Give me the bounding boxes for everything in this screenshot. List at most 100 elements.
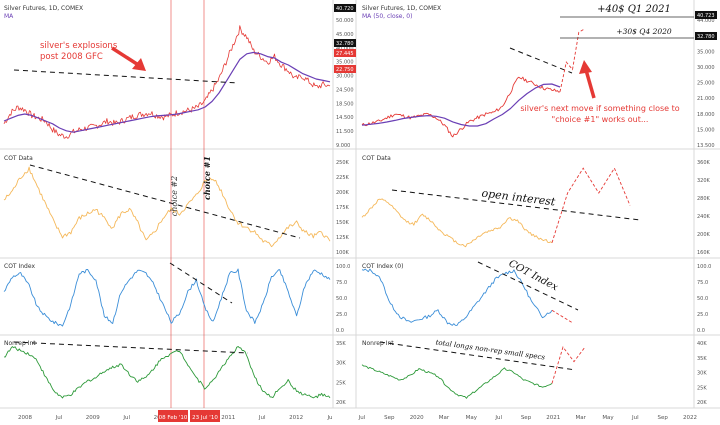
- left-price-xtick: 2012: [289, 415, 303, 421]
- right-cot-header: COT Data: [362, 155, 391, 162]
- left-price-price-badge: [334, 39, 356, 47]
- left-price-ytick: 35.000: [336, 60, 354, 66]
- right-cotindex-header: COT Index (0): [362, 263, 403, 270]
- right-cot-ytick: 240K: [697, 214, 711, 220]
- right-annotation-line2: "choice #1" works out...: [552, 115, 649, 124]
- right-nonrep-ytick: 20K: [697, 400, 707, 406]
- left-annotation-line1: silver's explosions: [40, 41, 118, 51]
- left-cotindex-header: COT Index: [4, 263, 35, 270]
- left-price-price-badge: [334, 49, 356, 57]
- right-nonrep-ytick: 40K: [697, 341, 707, 347]
- left-cot-series: [3, 166, 331, 248]
- left-price-ytick: 50.000: [336, 18, 354, 24]
- left-price-ytick: 11.500: [336, 129, 354, 135]
- left-price-xtick: Jul: [122, 415, 130, 421]
- right-price-xtick: Mar: [576, 415, 587, 421]
- right-price-price-label: 40.723: [697, 13, 715, 19]
- left-cot-index-ytick: 100.0: [336, 264, 350, 270]
- left-price-series-ma: [3, 51, 331, 133]
- right-price-series-ma: [361, 83, 561, 127]
- left-price-price-label: 22.750: [336, 67, 354, 73]
- right-price-xtick: 2021: [546, 415, 560, 421]
- right-price-xtick: Jul: [631, 415, 639, 421]
- left-cot-ytick: 150K: [336, 220, 350, 226]
- right-cot-index-ytick: 25.0: [697, 312, 708, 318]
- left-price-ytick: 9.000: [336, 143, 350, 149]
- right-price-xtick: Sep: [521, 415, 532, 421]
- right-cot-index-ytick: 50.0: [697, 296, 708, 302]
- right-price-ytick: 21.000: [697, 96, 715, 102]
- right-price-xtick: May: [602, 415, 614, 421]
- right-cot-index-ytick: 75.0: [697, 280, 708, 286]
- target-lines: [560, 16, 694, 39]
- right-price-xtick: 2020: [410, 415, 424, 421]
- left-price-ytick: 18.500: [336, 101, 354, 107]
- left-price-xtick: Ju: [326, 415, 332, 421]
- right-price-xtick: Jul: [494, 415, 502, 421]
- right-price-series: [361, 76, 561, 138]
- left-price-price-label: 27.445: [336, 51, 354, 57]
- left-price-xtick: 2011: [221, 415, 235, 421]
- date-marker-badge-2: [190, 410, 220, 422]
- target-q1-label: +40$ Q1 2021: [597, 4, 671, 15]
- right-cot-ytick: 200K: [697, 232, 711, 238]
- choice1-label: choice #1: [202, 156, 212, 200]
- axes-layer: 50.000 45.000 40.000 35.000 30.000 24.500 18.5…: [18, 4, 717, 421]
- right-cot-index-projection: [551, 309, 573, 323]
- right-price-projection: [559, 28, 586, 92]
- left-price-ytick: 45.000: [336, 32, 354, 38]
- left-price-header: Silver Futures, 1D, COMEX: [4, 5, 83, 12]
- left-cot-index-ytick: 50.0: [336, 296, 347, 302]
- left-price-ytick: 24.500: [336, 87, 354, 93]
- left-price-price-badge: [334, 4, 356, 12]
- date-marker-badge-1: [158, 410, 188, 422]
- right-cot-series: [361, 198, 553, 248]
- right-nonrep-header: Nonrep Int: [362, 340, 394, 347]
- right-price-xtick: Jul: [358, 415, 366, 421]
- series-layer: [3, 25, 561, 399]
- right-cot-index-ytick: 0.0: [697, 328, 705, 334]
- right-nonrep-ytick: 35K: [697, 356, 707, 362]
- left-cot-header: COT Data: [4, 155, 33, 162]
- right-price-ytick: 15.000: [697, 127, 715, 133]
- left-cot-ytick: 250K: [336, 160, 350, 166]
- left-price-xtick: Jul: [258, 415, 266, 421]
- date-markers: [170, 0, 205, 408]
- right-cot-projection: [551, 167, 631, 243]
- left-nonrep-series: [4, 346, 331, 399]
- right-price-xtick: Sep: [658, 415, 669, 421]
- projection-layer: [551, 28, 631, 384]
- right-cot-index-ytick: 100.0: [697, 264, 711, 270]
- right-nonrep-ytick: 30K: [697, 371, 707, 377]
- left-price-xtick: 2009: [86, 415, 100, 421]
- choice2-label: choice #2: [170, 176, 179, 217]
- right-cot-ytick: 160K: [697, 250, 711, 256]
- left-nonrep-ytick: 30K: [336, 361, 346, 367]
- left-price-ytick: 30.000: [336, 74, 354, 80]
- right-price-xtick: May: [466, 415, 478, 421]
- right-price-xtick: Sep: [384, 415, 395, 421]
- right-price-header: Silver Futures, 1D, COMEX: [362, 5, 441, 12]
- left-nonrep-header: Nonrep Int: [4, 340, 36, 347]
- left-nonrep-ytick: 25K: [336, 380, 346, 386]
- right-price-price-badge: [695, 32, 717, 40]
- left-cot-ytick: 125K: [336, 235, 350, 241]
- left-cot-index-ytick: 0.0: [336, 328, 344, 334]
- left-annotation-line2: post 2008 GFC: [40, 52, 103, 62]
- right-price-xtick: Mar: [439, 415, 450, 421]
- left-cot-index-ytick: 25.0: [336, 312, 347, 318]
- right-cot-ytick: 280K: [697, 196, 711, 202]
- right-nonrep-projection: [551, 346, 586, 384]
- left-cot-index-ytick: 75.0: [336, 280, 347, 286]
- right-ma-header: MA (50, close, 0): [362, 13, 412, 20]
- right-price-price-label: 32.780: [697, 34, 715, 40]
- date-marker-1: 08 Feb '10: [159, 415, 188, 421]
- right-price-ytick: 30.000: [697, 65, 715, 71]
- left-cot-ytick: 175K: [336, 205, 350, 211]
- right-price-ytick: 35.000: [697, 49, 715, 55]
- left-annotation-arrow: [111, 46, 146, 71]
- left-price-xtick: 2008: [18, 415, 32, 421]
- right-annotation-arrow: [579, 60, 596, 99]
- left-ma-header: MA: [4, 13, 14, 20]
